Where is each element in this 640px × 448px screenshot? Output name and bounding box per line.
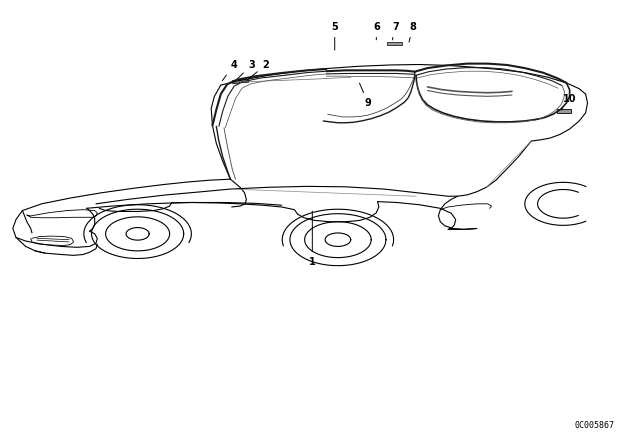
Bar bbox=[557, 109, 571, 113]
Bar bbox=[241, 79, 248, 82]
Text: 4: 4 bbox=[223, 60, 237, 81]
Text: 8: 8 bbox=[409, 22, 416, 42]
Text: 6: 6 bbox=[373, 22, 380, 40]
Text: 7: 7 bbox=[392, 22, 399, 40]
Text: 5: 5 bbox=[332, 22, 338, 50]
Text: 0C005867: 0C005867 bbox=[575, 421, 614, 430]
Bar bbox=[387, 42, 402, 45]
Text: 1: 1 bbox=[309, 211, 316, 267]
Text: 9: 9 bbox=[360, 83, 371, 108]
Bar bbox=[232, 80, 239, 83]
Text: 3: 3 bbox=[237, 60, 255, 79]
Text: 2: 2 bbox=[248, 60, 269, 79]
Text: 10: 10 bbox=[562, 94, 577, 110]
